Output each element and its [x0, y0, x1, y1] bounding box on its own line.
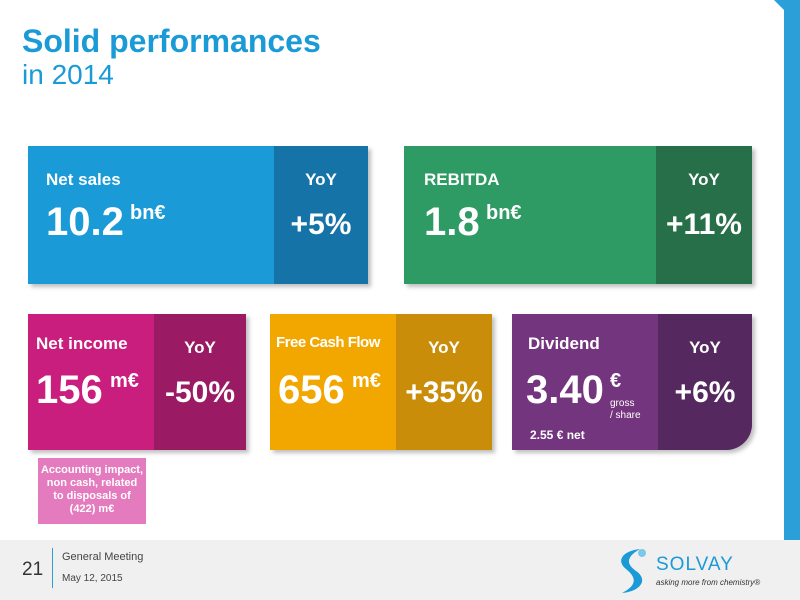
- meeting-title: General Meeting: [62, 551, 144, 563]
- dividend-card: Dividend 3.40 € gross / share 2.55 € net…: [512, 314, 752, 450]
- brand-name: SOLVAY: [656, 554, 734, 575]
- free-cash-flow-value: 656: [278, 368, 345, 412]
- rebitda-label: REBITDA: [424, 170, 500, 189]
- meeting-date: May 12, 2015: [62, 573, 123, 584]
- solvay-logo-icon: [621, 549, 646, 593]
- net-income-card: Net income 156 m€ YoY -50%: [28, 314, 246, 450]
- net-income-label: Net income: [36, 334, 128, 353]
- note-line-3: to disposals of: [53, 490, 131, 502]
- rebitda-yoy-panel: YoY +11%: [656, 146, 752, 284]
- free-cash-flow-unit: m€: [352, 370, 381, 392]
- dividend-per-share: / share: [610, 410, 641, 421]
- net-sales-card: Net sales 10.2 bn€ YoY +5%: [28, 146, 368, 284]
- net-income-value: 156: [36, 368, 103, 412]
- rebitda-unit: bn€: [486, 202, 522, 224]
- dividend-value: 3.40: [526, 368, 604, 412]
- net-sales-label: Net sales: [46, 170, 121, 189]
- rebitda-card: REBITDA 1.8 bn€ YoY +11%: [404, 146, 752, 284]
- dividend-yoy-panel: YoY +6%: [658, 314, 752, 450]
- dividend-gross: gross: [610, 398, 635, 409]
- free-cash-flow-card: Free Cash Flow 656 m€ YoY +35%: [270, 314, 492, 450]
- net-sales-yoy-value: +5%: [290, 208, 352, 241]
- note-line-1: Accounting impact,: [40, 464, 144, 476]
- free-cash-flow-yoy-panel: YoY +35%: [396, 314, 492, 450]
- net-sales-value: 10.2: [46, 200, 124, 244]
- net-sales-yoy-panel: YoY +5%: [274, 146, 368, 284]
- free-cash-flow-label: Free Cash Flow: [276, 334, 380, 351]
- dividend-yoy-label: YoY: [689, 338, 721, 357]
- net-income-yoy-panel: YoY -50%: [154, 314, 246, 450]
- free-cash-flow-yoy-value: +35%: [405, 376, 483, 409]
- net-income-yoy-value: -50%: [164, 376, 236, 409]
- net-income-unit: m€: [110, 370, 139, 392]
- dividend-label: Dividend: [528, 334, 600, 353]
- dividend-unit: €: [610, 370, 622, 392]
- slide-title: Solid performances: [22, 23, 321, 59]
- dividend-net: 2.55 € net: [530, 428, 585, 442]
- net-sales-yoy-label: YoY: [305, 170, 337, 189]
- rebitda-yoy-value: +11%: [666, 208, 742, 241]
- footer-bar: [0, 540, 800, 600]
- right-accent-bar: [784, 0, 800, 540]
- rebitda-yoy-label: YoY: [688, 170, 720, 189]
- free-cash-flow-yoy-label: YoY: [428, 338, 460, 357]
- page-number: 21: [22, 559, 44, 580]
- dividend-yoy-value: +6%: [674, 376, 736, 409]
- note-line-2: non cash, related: [46, 477, 138, 489]
- net-income-yoy-label: YoY: [184, 338, 216, 357]
- accounting-impact-note: Accounting impact, non cash, related to …: [38, 458, 146, 524]
- footer-separator: [52, 548, 53, 588]
- net-sales-unit: bn€: [130, 202, 166, 224]
- slide-subtitle: in 2014: [22, 59, 114, 90]
- brand-tagline: asking more from chemistry®: [656, 578, 761, 587]
- note-line-4: (422) m€: [69, 503, 115, 515]
- rebitda-value: 1.8: [424, 200, 480, 244]
